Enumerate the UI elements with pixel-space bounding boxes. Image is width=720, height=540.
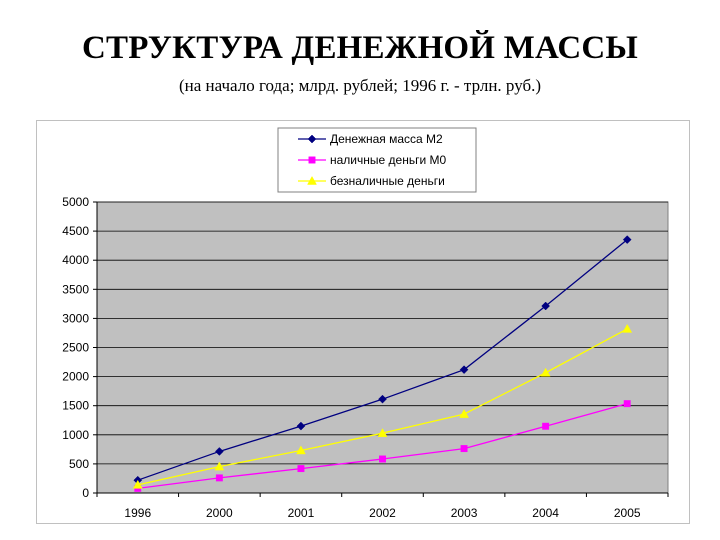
data-point — [542, 422, 550, 430]
data-point — [541, 301, 550, 311]
y-tick-label: 1000 — [62, 428, 89, 442]
y-tick-label: 5000 — [62, 195, 89, 209]
legend-label: Денежная масса М2 — [330, 132, 443, 146]
data-point — [296, 421, 306, 431]
data-point — [459, 365, 469, 375]
data-point — [215, 474, 223, 482]
y-tick-label: 500 — [69, 457, 89, 471]
y-tick-label: 1500 — [62, 399, 89, 413]
x-tick-label: 1996 — [124, 506, 151, 520]
x-tick-label: 2002 — [369, 506, 396, 520]
y-tick-label: 2000 — [62, 370, 89, 384]
legend-label: безналичные деньги — [330, 174, 445, 188]
legend-item: безналичные деньги — [298, 174, 445, 188]
x-tick-label: 2000 — [206, 506, 233, 520]
x-tick-label: 2004 — [532, 506, 559, 520]
y-tick-label: 4000 — [62, 253, 89, 267]
legend-marker — [308, 156, 316, 164]
data-point — [378, 394, 387, 404]
y-tick-label: 0 — [82, 486, 89, 500]
y-tick-label: 4500 — [62, 224, 89, 238]
data-point — [622, 235, 632, 244]
data-point — [297, 465, 305, 473]
data-point — [215, 447, 224, 456]
data-point — [459, 409, 469, 418]
page-subtitle: (на начало года; млрд. рублей; 1996 г. -… — [178, 76, 542, 95]
x-tick-label: 2005 — [614, 506, 641, 520]
data-point — [214, 461, 225, 471]
data-point — [540, 367, 551, 377]
legend-item: Денежная масса М2 — [298, 132, 443, 146]
data-point — [132, 479, 143, 489]
legend-label: наличные деньги М0 — [330, 153, 446, 167]
data-point — [622, 323, 633, 333]
data-point — [460, 445, 468, 453]
data-point — [377, 428, 388, 437]
legend-marker — [307, 134, 317, 144]
x-tick-label: 2003 — [451, 506, 478, 520]
legend-marker — [307, 175, 317, 185]
series-3 — [132, 323, 633, 489]
y-tick-label: 3500 — [62, 282, 89, 296]
y-tick-label: 3000 — [62, 311, 89, 325]
legend-item: наличные деньги М0 — [298, 153, 446, 167]
series-1 — [133, 235, 632, 485]
y-tick-label: 2500 — [62, 341, 89, 355]
data-point — [296, 445, 306, 455]
data-point — [379, 455, 386, 463]
page-title: СТРУКТУРА ДЕНЕЖНОЙ МАССЫ — [81, 30, 639, 66]
x-tick-label: 2001 — [288, 506, 315, 520]
data-point — [623, 400, 631, 408]
